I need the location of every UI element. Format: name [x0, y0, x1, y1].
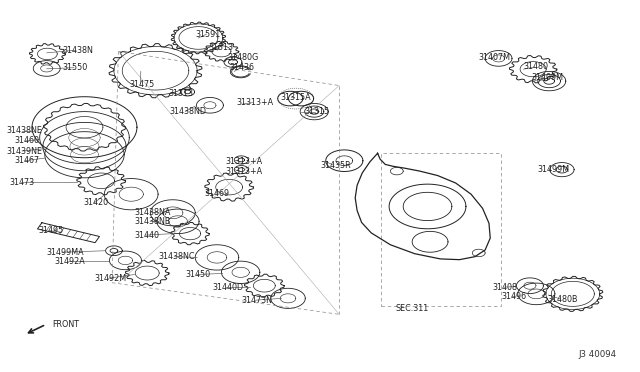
Text: 31409M: 31409M [531, 73, 563, 82]
Text: 31492A: 31492A [54, 257, 85, 266]
Text: 31313: 31313 [168, 89, 193, 98]
Text: 31440: 31440 [134, 231, 159, 240]
Text: 31315A: 31315A [280, 93, 311, 102]
Text: 31480B: 31480B [547, 295, 578, 304]
Text: 31475: 31475 [129, 80, 154, 89]
Text: 31315: 31315 [304, 107, 329, 116]
Text: 31435R: 31435R [320, 161, 351, 170]
Text: 31467: 31467 [14, 156, 39, 165]
Text: 31480: 31480 [524, 62, 548, 71]
Text: 31438ND: 31438ND [170, 107, 207, 116]
Text: 31591: 31591 [195, 30, 220, 39]
Text: 31313+A: 31313+A [225, 157, 262, 166]
Text: 31450: 31450 [186, 270, 211, 279]
Text: 31438NE: 31438NE [6, 126, 42, 135]
Text: 31440D: 31440D [212, 283, 244, 292]
Text: 31438N: 31438N [63, 46, 93, 55]
Text: 31438NA: 31438NA [134, 208, 171, 217]
Text: 31408: 31408 [493, 283, 518, 292]
Text: 31313+A: 31313+A [225, 167, 262, 176]
Text: 31499MA: 31499MA [46, 248, 84, 257]
Text: 31436: 31436 [229, 63, 254, 72]
Text: SEC.311: SEC.311 [396, 304, 429, 312]
Text: 31480G: 31480G [227, 53, 259, 62]
Text: 31469: 31469 [205, 189, 230, 198]
Text: 31550: 31550 [63, 63, 88, 72]
Text: 31496: 31496 [501, 292, 526, 301]
Text: 31473N: 31473N [242, 296, 273, 305]
Text: 31438NC: 31438NC [159, 252, 195, 261]
Text: 31438NB: 31438NB [134, 217, 171, 226]
Text: 31313: 31313 [208, 43, 233, 52]
Text: 31407M: 31407M [479, 53, 511, 62]
Text: 31313+A: 31313+A [237, 98, 274, 107]
Text: J3 40094: J3 40094 [579, 350, 617, 359]
Text: 31492M: 31492M [95, 274, 127, 283]
Text: 31495: 31495 [38, 226, 63, 235]
Text: 31473: 31473 [10, 178, 35, 187]
Text: 31460: 31460 [14, 137, 39, 145]
Text: 31439NE: 31439NE [6, 147, 42, 155]
Text: 31420: 31420 [83, 198, 108, 207]
Text: FRONT: FRONT [52, 320, 79, 329]
Text: 31499M: 31499M [538, 165, 570, 174]
